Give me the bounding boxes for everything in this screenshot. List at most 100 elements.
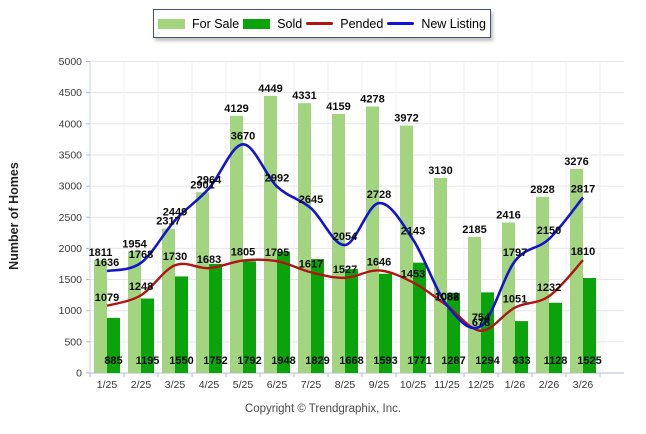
x-tick-label: 1/26: [505, 379, 526, 391]
x-tick-label: 12/25: [468, 379, 494, 391]
bar-for-sale: [298, 103, 311, 373]
label-sold: 1752: [203, 355, 227, 367]
copyright: Copyright © Trendgraphix, Inc.: [0, 403, 646, 415]
label-sold: 885: [104, 355, 122, 367]
y-tick-label: 1000: [59, 305, 83, 317]
label-sold: 1771: [407, 355, 431, 367]
bar-for-sale: [196, 192, 209, 373]
label-new-listing: 1088: [435, 291, 459, 303]
label-pended: 1683: [197, 254, 221, 266]
label-sold: 833: [512, 355, 530, 367]
x-tick-label: 10/25: [400, 379, 426, 391]
y-tick-label: 2000: [59, 243, 83, 255]
legend-item-sold: Sold: [243, 17, 302, 31]
label-new-listing: 2728: [367, 189, 391, 201]
y-tick-label: 4000: [59, 118, 83, 130]
y-axis-title: Number of Homes: [7, 162, 21, 270]
x-tick-label: 3/26: [573, 379, 594, 391]
label-pended: 1079: [95, 292, 119, 304]
label-sold: 1294: [475, 355, 500, 367]
chart: For Sale Sold Pended New Listing 0 500 100…: [0, 0, 646, 434]
x-tick-label: 8/25: [335, 379, 356, 391]
bar-for-sale: [264, 96, 277, 373]
sold-swatch-icon: [243, 19, 270, 29]
label-sold: 1525: [577, 355, 601, 367]
legend-item-pended: Pended: [306, 17, 383, 31]
label-new-listing: 1768: [129, 249, 153, 261]
y-tick-label: 5000: [59, 56, 83, 68]
label-pended: 1795: [265, 247, 289, 259]
label-new-listing: 2150: [537, 225, 561, 237]
x-tick-label: 6/25: [267, 379, 288, 391]
label-for-sale: 4449: [258, 83, 282, 95]
legend: For Sale Sold Pended New Listing: [153, 9, 491, 38]
legend-item-for-sale: For Sale: [158, 17, 239, 31]
bar-for-sale: [400, 126, 413, 373]
label-for-sale: 3276: [564, 156, 588, 168]
x-tick-label: 2/25: [131, 379, 152, 391]
label-new-listing: 2964: [197, 174, 222, 186]
legend-label: New Listing: [421, 17, 486, 31]
label-new-listing: 2449: [163, 206, 187, 218]
label-sold: 1195: [136, 355, 160, 367]
x-tick-label: 5/25: [233, 379, 254, 391]
y-tick-label: 1500: [59, 274, 83, 286]
label-new-listing: 2054: [333, 231, 358, 243]
label-new-listing: 1797: [503, 247, 527, 259]
x-tick-label: 4/25: [199, 379, 220, 391]
label-sold: 1668: [339, 355, 363, 367]
label-for-sale: 3130: [428, 165, 452, 177]
new-listing-line-swatch-icon: [387, 22, 414, 25]
label-for-sale: 2185: [462, 224, 486, 236]
legend-label: For Sale: [192, 17, 239, 31]
label-for-sale: 2416: [496, 209, 520, 221]
legend-label: Sold: [277, 17, 302, 31]
y-tick-label: 3500: [59, 149, 83, 161]
x-tick-label: 11/25: [434, 379, 460, 391]
legend-item-new-listing: New Listing: [387, 17, 486, 31]
label-for-sale: 2828: [530, 184, 554, 196]
plot-area: 0 500 1000 1500 2000 2500 3000 3500 4000 4500 5000…: [0, 0, 646, 434]
label-for-sale: 3972: [394, 113, 418, 125]
label-pended: 1805: [231, 247, 255, 259]
bar-for-sale: [366, 106, 379, 373]
x-tick-label: 1/25: [97, 379, 118, 391]
label-pended: 1051: [503, 294, 527, 306]
label-for-sale: 4278: [360, 93, 384, 105]
x-tick-label: 9/25: [369, 379, 390, 391]
y-tick-label: 0: [76, 368, 82, 380]
label-pended: 1527: [333, 264, 357, 276]
label-pended: 1617: [299, 258, 323, 270]
label-sold: 1550: [169, 355, 193, 367]
label-for-sale: 4331: [292, 90, 316, 102]
label-sold: 1829: [305, 355, 329, 367]
label-pended: 1232: [537, 282, 561, 294]
label-pended: 1810: [571, 246, 595, 258]
label-sold: 1948: [271, 355, 295, 367]
label-new-listing: 2817: [571, 184, 595, 196]
label-new-listing: 3670: [231, 130, 255, 142]
label-for-sale: 4129: [224, 103, 248, 115]
label-sold: 1287: [441, 355, 465, 367]
label-new-listing: 2645: [299, 194, 323, 206]
label-pended: 1453: [401, 268, 425, 280]
y-tick-label: 2500: [59, 212, 83, 224]
pended-line-swatch-icon: [306, 22, 333, 25]
y-tick-label: 4500: [59, 87, 83, 99]
y-tick-label: 500: [64, 336, 82, 348]
legend-label: Pended: [340, 17, 383, 31]
label-new-listing: 2992: [265, 173, 289, 185]
label-pended: 1248: [129, 281, 153, 293]
label-new-listing: 2143: [401, 225, 425, 237]
label-sold: 1792: [237, 355, 261, 367]
x-tick-label: 2/26: [539, 379, 560, 391]
y-tick-label: 3000: [59, 181, 83, 193]
label-pended: 1730: [163, 251, 187, 263]
x-tick-label: 7/25: [301, 379, 322, 391]
label-new-listing: 1636: [95, 257, 119, 269]
x-tick-label: 3/25: [165, 379, 186, 391]
for-sale-swatch-icon: [158, 19, 185, 29]
label-pended: 1646: [367, 256, 391, 268]
label-sold: 1128: [544, 355, 568, 367]
bar-for-sale: [434, 178, 447, 373]
